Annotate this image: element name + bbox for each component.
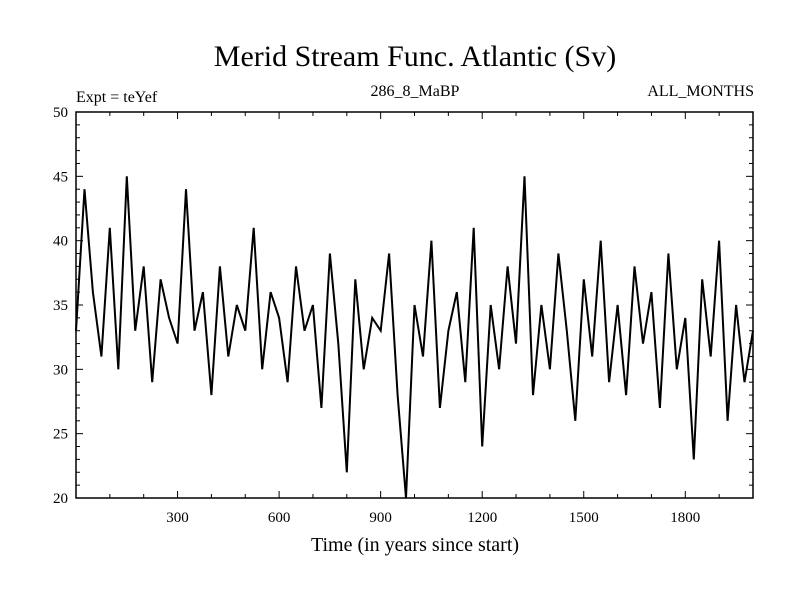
y-tick-label: 25 [53,427,68,443]
axis-layer: 300 600 900 1200 1500 1800 20 25 30 35 40 45 50 [53,105,753,526]
x-tick-label: 300 [166,510,189,526]
x-tick-label: 1800 [670,510,700,526]
y-tick-label: 40 [53,234,68,250]
x-tick-label: 600 [268,510,291,526]
series-line [75,176,754,499]
y-tick-label: 45 [53,169,68,185]
months-label: ALL_MONTHS [647,83,754,100]
y-tick-label: 30 [53,362,68,378]
x-tick-label: 1200 [467,510,497,526]
period-label: 286_8_MaBP [371,83,460,100]
x-tick-label: 900 [369,510,392,526]
series-layer [75,176,754,499]
y-tick-label: 35 [53,298,68,314]
experiment-label: Expt = teYef [76,89,158,106]
y-tick-label: 20 [53,491,68,507]
chart-title: Merid Stream Func. Atlantic (Sv) [214,40,616,73]
x-axis-label: Time (in years since start) [311,534,519,556]
y-tick-label: 50 [53,105,68,121]
x-tick-label: 1500 [569,510,599,526]
